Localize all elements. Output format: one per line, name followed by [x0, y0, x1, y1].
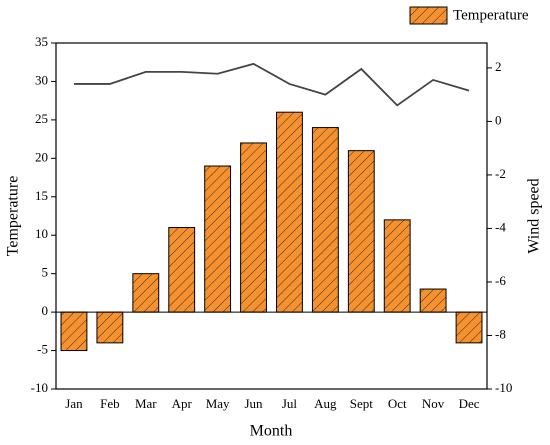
plot-frame: [55, 42, 488, 390]
bar: [455, 311, 483, 344]
bar: [60, 311, 88, 352]
y2-axis-label: Wind speed: [526, 178, 543, 253]
legend-label: Temperature: [453, 7, 529, 23]
bar: [419, 288, 447, 313]
y2-tick-label: -8: [495, 326, 506, 341]
bar: [168, 227, 196, 313]
x-tick-label: Sept: [350, 396, 374, 411]
bar: [311, 127, 339, 313]
bar: [276, 111, 303, 313]
x-tick-label: Dec: [459, 396, 480, 411]
y-tick-label: 35: [35, 34, 48, 49]
y-axis-label: Temperature: [5, 176, 22, 257]
x-tick-label: Jun: [245, 396, 264, 411]
y2-tick-label: -10: [495, 380, 512, 395]
bar: [132, 273, 160, 313]
bar: [204, 165, 232, 313]
y2-tick-label: -2: [495, 166, 506, 181]
y-tick-label: 15: [35, 188, 48, 203]
y-tick-label: 20: [35, 149, 48, 164]
line: [73, 62, 470, 107]
y2-tick-label: 0: [495, 112, 502, 127]
x-tick-label: May: [206, 396, 230, 411]
y-tick-label: -5: [37, 342, 48, 357]
x-tick-label: Apr: [172, 396, 193, 411]
y2-tick-label: 2: [495, 59, 502, 74]
y-tick-label: 30: [35, 72, 48, 87]
y2-tick-label: -4: [495, 219, 506, 234]
y-tick-label: 0: [42, 303, 49, 318]
x-tick-label: Feb: [100, 396, 120, 411]
bar: [96, 311, 124, 344]
y-tick-label: -10: [31, 380, 48, 395]
x-tick-label: Mar: [135, 396, 157, 411]
x-tick-label: Jan: [65, 396, 83, 411]
y-tick-label: 5: [42, 265, 49, 280]
y2-tick-label: -6: [495, 273, 506, 288]
bar: [240, 142, 267, 313]
y-tick-label: 10: [35, 226, 48, 241]
x-tick-label: Aug: [314, 396, 337, 411]
x-axis-label: Month: [250, 423, 293, 440]
y-tick-label: 25: [35, 111, 48, 126]
x-tick-label: Jul: [282, 396, 298, 411]
x-tick-label: Oct: [388, 396, 407, 411]
legend-swatch: [409, 6, 448, 25]
bar: [347, 150, 375, 313]
x-tick-label: Nov: [422, 396, 445, 411]
bar: [383, 219, 411, 313]
